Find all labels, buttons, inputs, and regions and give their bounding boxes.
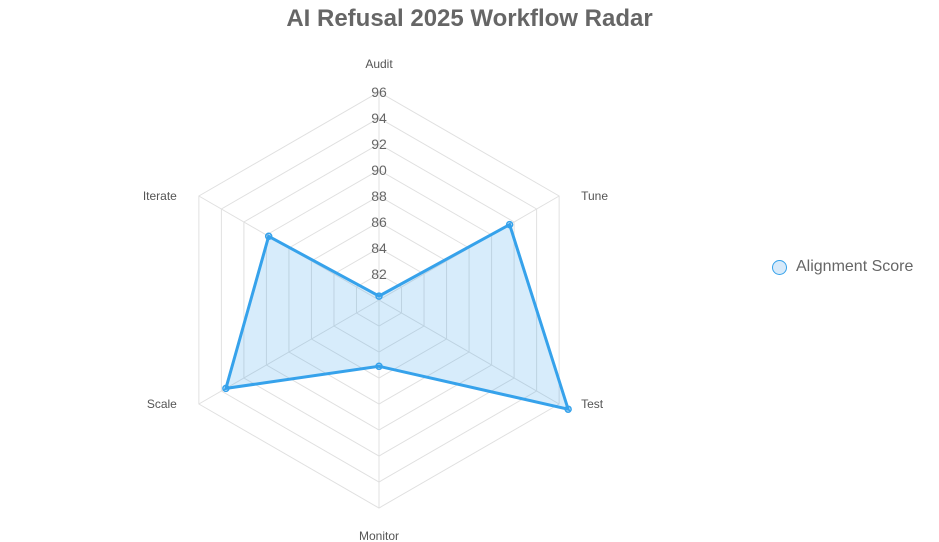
data-point[interactable] xyxy=(222,384,230,393)
data-point[interactable] xyxy=(375,362,383,371)
legend[interactable]: Alignment Score xyxy=(772,258,913,276)
category-label: Monitor xyxy=(359,529,399,542)
tick-label: 84 xyxy=(371,240,387,256)
tick-label: 86 xyxy=(371,214,387,230)
data-point[interactable] xyxy=(375,292,383,300)
category-label: Tune xyxy=(581,189,608,203)
radar-series xyxy=(222,220,572,413)
tick-label: 92 xyxy=(371,136,387,152)
tick-label: 96 xyxy=(371,84,387,100)
category-label: Iterate xyxy=(143,189,177,203)
category-label: Audit xyxy=(365,57,393,71)
category-labels: Audit Tune Test Monitor Scale Iterate xyxy=(143,57,609,542)
data-point[interactable] xyxy=(264,232,273,241)
category-label: Scale xyxy=(147,397,177,411)
chart-title: AI Refusal 2025 Workflow Radar xyxy=(286,5,653,32)
data-point[interactable] xyxy=(505,220,514,229)
tick-label: 94 xyxy=(371,110,387,126)
legend-marker-icon xyxy=(772,259,787,275)
tick-label: 88 xyxy=(371,188,387,204)
category-label: Test xyxy=(581,397,604,411)
grid-spoke xyxy=(378,299,560,405)
tick-label: 90 xyxy=(371,162,387,178)
tick-label: 82 xyxy=(371,266,387,282)
radial-ticks: 82 84 86 88 90 92 94 96 xyxy=(371,84,387,282)
legend-label: Alignment Score xyxy=(796,258,914,275)
series-area xyxy=(223,222,571,412)
data-point[interactable] xyxy=(564,405,572,413)
